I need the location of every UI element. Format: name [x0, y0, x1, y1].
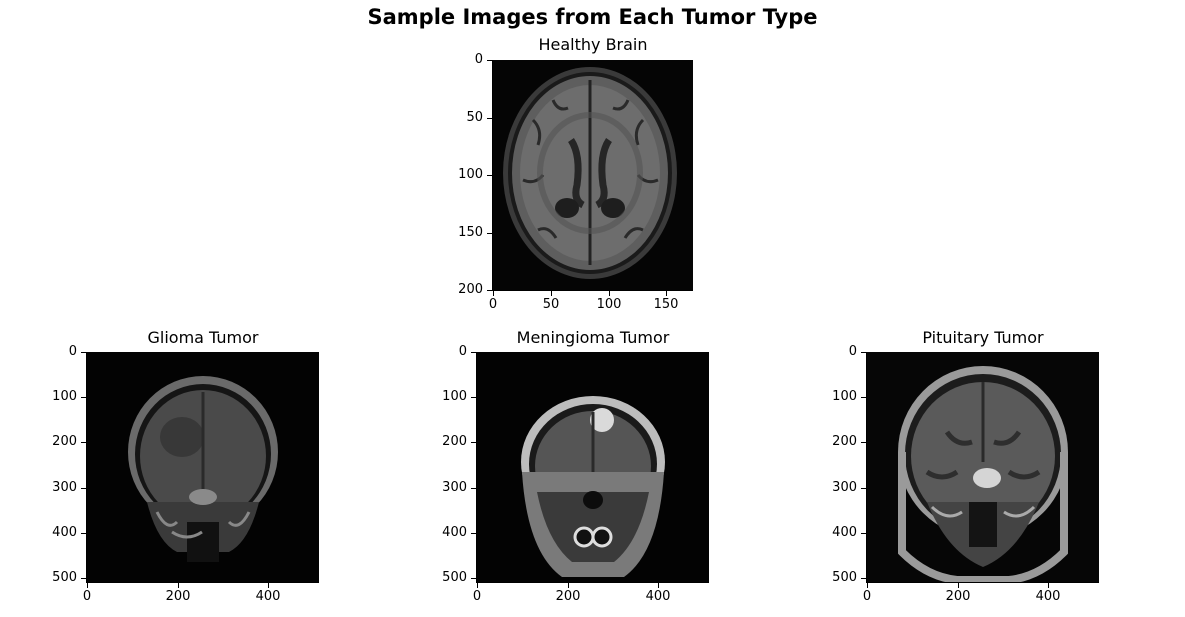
ytick-mark	[861, 352, 866, 353]
xtick-label: 400	[255, 589, 281, 604]
ytick-mark	[81, 397, 86, 398]
ytick-label: 400	[52, 525, 77, 540]
panel-title-pituitary: Pituitary Tumor	[922, 328, 1044, 347]
ytick-label: 500	[442, 570, 467, 585]
ytick-label: 100	[832, 389, 857, 404]
ytick-mark	[861, 442, 866, 443]
ytick-mark	[81, 442, 86, 443]
axis-bottom-healthy	[492, 290, 693, 291]
xtick-label: 400	[1035, 589, 1061, 604]
axis-left-meningioma	[476, 352, 477, 583]
figure-title: Sample Images from Each Tumor Type	[367, 5, 818, 29]
ytick-mark	[471, 578, 476, 579]
xtick-label: 200	[165, 589, 191, 604]
ytick-label: 300	[442, 480, 467, 495]
xtick-label: 100	[596, 297, 622, 312]
xtick-mark	[268, 583, 269, 588]
axis-left-glioma	[86, 352, 87, 583]
ytick-label: 100	[442, 389, 467, 404]
xtick-label: 50	[542, 297, 560, 312]
xtick-label: 0	[488, 297, 498, 312]
xtick-mark	[568, 583, 569, 588]
xtick-mark	[178, 583, 179, 588]
xtick-mark	[493, 291, 494, 296]
mri-image-pituitary	[867, 352, 1099, 583]
axis-bottom-meningioma	[476, 582, 709, 583]
ytick-mark	[471, 442, 476, 443]
ytick-label: 100	[458, 167, 483, 182]
mri-image-glioma	[87, 352, 319, 583]
ytick-label: 200	[52, 434, 77, 449]
ytick-label: 0	[474, 52, 483, 67]
ytick-label: 200	[832, 434, 857, 449]
ytick-mark	[81, 578, 86, 579]
ytick-label: 0	[68, 344, 77, 359]
ytick-mark	[81, 533, 86, 534]
xtick-label: 0	[862, 589, 872, 604]
mri-image-meningioma	[477, 352, 709, 583]
ytick-label: 100	[52, 389, 77, 404]
xtick-label: 200	[555, 589, 581, 604]
ytick-mark	[487, 175, 492, 176]
xtick-mark	[477, 583, 478, 588]
ytick-mark	[471, 352, 476, 353]
ytick-mark	[487, 233, 492, 234]
ytick-mark	[81, 352, 86, 353]
xtick-label: 200	[945, 589, 971, 604]
panel-title-meningioma: Meningioma Tumor	[516, 328, 670, 347]
xtick-mark	[867, 583, 868, 588]
xtick-label: 400	[645, 589, 671, 604]
xtick-label: 0	[472, 589, 482, 604]
ytick-mark	[861, 578, 866, 579]
xtick-label: 0	[82, 589, 92, 604]
xtick-mark	[666, 291, 667, 296]
ytick-mark	[861, 488, 866, 489]
axis-left-pituitary	[866, 352, 867, 583]
ytick-mark	[861, 397, 866, 398]
axis-bottom-glioma	[86, 582, 319, 583]
ytick-label: 300	[832, 480, 857, 495]
ytick-label: 50	[466, 110, 483, 125]
xtick-mark	[658, 583, 659, 588]
ytick-label: 150	[458, 225, 483, 240]
ytick-label: 0	[458, 344, 467, 359]
ytick-mark	[861, 533, 866, 534]
xtick-mark	[609, 291, 610, 296]
ytick-label: 400	[832, 525, 857, 540]
ytick-mark	[487, 60, 492, 61]
xtick-mark	[958, 583, 959, 588]
ytick-mark	[487, 290, 492, 291]
xtick-mark	[87, 583, 88, 588]
ytick-mark	[471, 488, 476, 489]
ytick-mark	[81, 488, 86, 489]
mri-image-healthy	[493, 60, 693, 291]
xtick-mark	[551, 291, 552, 296]
ytick-mark	[487, 118, 492, 119]
ytick-label: 400	[442, 525, 467, 540]
ytick-mark	[471, 533, 476, 534]
ytick-label: 0	[848, 344, 857, 359]
xtick-label: 150	[653, 297, 679, 312]
ytick-label: 500	[52, 570, 77, 585]
ytick-label: 500	[832, 570, 857, 585]
panel-title-glioma: Glioma Tumor	[147, 328, 259, 347]
ytick-label: 200	[458, 282, 483, 297]
ytick-mark	[471, 397, 476, 398]
ytick-label: 200	[442, 434, 467, 449]
axis-bottom-pituitary	[866, 582, 1099, 583]
ytick-label: 300	[52, 480, 77, 495]
axis-left-healthy	[492, 60, 493, 291]
xtick-mark	[1048, 583, 1049, 588]
panel-title-healthy: Healthy Brain	[538, 35, 648, 54]
